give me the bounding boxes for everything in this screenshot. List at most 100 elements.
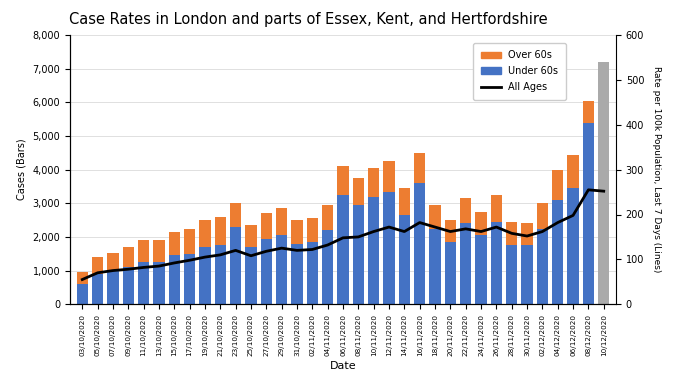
- All Ages: [201, 255, 209, 259]
- Bar: [92, 257, 104, 274]
- Bar: [582, 122, 594, 304]
- All Ages: [370, 229, 378, 234]
- All Ages: [430, 225, 439, 229]
- Bar: [398, 188, 410, 215]
- All Ages: [323, 243, 332, 247]
- Bar: [444, 220, 456, 242]
- All Ages: [216, 253, 225, 257]
- All Ages: [124, 267, 132, 271]
- All Ages: [277, 246, 286, 250]
- Bar: [307, 218, 318, 242]
- All Ages: [170, 261, 178, 265]
- Bar: [537, 203, 548, 229]
- Bar: [475, 212, 486, 235]
- Bar: [76, 272, 88, 284]
- All Ages: [599, 189, 608, 193]
- Bar: [522, 223, 533, 245]
- Bar: [506, 245, 517, 304]
- Bar: [598, 85, 610, 304]
- All Ages: [584, 188, 593, 192]
- Bar: [398, 215, 410, 304]
- Bar: [368, 197, 379, 304]
- Bar: [276, 208, 288, 235]
- All Ages: [446, 229, 454, 234]
- Bar: [322, 205, 333, 230]
- Text: Case Rates in London and parts of Essex, Kent, and Hertfordshire: Case Rates in London and parts of Essex,…: [69, 12, 547, 27]
- All Ages: [385, 225, 393, 229]
- Bar: [307, 242, 318, 304]
- Bar: [567, 154, 579, 188]
- Bar: [337, 195, 349, 304]
- All Ages: [508, 231, 516, 236]
- X-axis label: Date: Date: [330, 362, 356, 372]
- Bar: [138, 262, 149, 304]
- Bar: [491, 195, 502, 222]
- All Ages: [477, 229, 485, 234]
- Bar: [291, 244, 302, 304]
- All Ages: [308, 247, 316, 252]
- Bar: [230, 203, 242, 227]
- Bar: [567, 188, 579, 304]
- Bar: [245, 247, 257, 304]
- Bar: [460, 198, 471, 223]
- All Ages: [293, 248, 301, 253]
- All Ages: [232, 248, 240, 253]
- All Ages: [93, 271, 102, 275]
- All Ages: [155, 264, 163, 268]
- All Ages: [538, 229, 547, 234]
- Bar: [138, 240, 149, 262]
- Bar: [598, 62, 610, 85]
- Bar: [76, 284, 88, 304]
- Bar: [506, 222, 517, 245]
- Bar: [184, 229, 195, 254]
- Bar: [245, 225, 257, 247]
- Y-axis label: Rate per 100k Population, Last 7 Days (Lines): Rate per 100k Population, Last 7 Days (L…: [652, 66, 661, 273]
- Bar: [199, 247, 211, 304]
- Bar: [384, 161, 395, 191]
- All Ages: [339, 236, 347, 240]
- Bar: [475, 235, 486, 304]
- Bar: [107, 253, 119, 271]
- All Ages: [262, 249, 270, 254]
- Bar: [107, 271, 119, 304]
- Bar: [414, 153, 426, 183]
- All Ages: [400, 229, 409, 234]
- All Ages: [461, 227, 470, 231]
- Bar: [444, 242, 456, 304]
- Bar: [230, 227, 242, 304]
- All Ages: [139, 265, 148, 270]
- Bar: [169, 232, 180, 255]
- All Ages: [554, 220, 562, 225]
- Bar: [199, 220, 211, 247]
- All Ages: [523, 234, 531, 238]
- Bar: [291, 220, 302, 244]
- Bar: [153, 262, 164, 304]
- Bar: [414, 183, 426, 304]
- All Ages: [108, 268, 117, 273]
- Bar: [260, 213, 272, 239]
- Bar: [384, 191, 395, 304]
- Bar: [122, 267, 134, 304]
- Bar: [460, 223, 471, 304]
- Bar: [353, 205, 364, 304]
- Bar: [276, 235, 288, 304]
- Bar: [368, 168, 379, 197]
- Bar: [582, 101, 594, 122]
- Bar: [322, 230, 333, 304]
- Bar: [353, 178, 364, 205]
- All Ages: [354, 235, 363, 239]
- All Ages: [492, 225, 500, 229]
- Bar: [184, 254, 195, 304]
- All Ages: [186, 258, 194, 262]
- Bar: [153, 240, 164, 262]
- Bar: [552, 200, 564, 304]
- All Ages: [416, 220, 424, 225]
- Bar: [522, 245, 533, 304]
- Y-axis label: Cases (Bars): Cases (Bars): [17, 139, 27, 200]
- Line: All Ages: All Ages: [83, 190, 603, 280]
- Bar: [169, 255, 180, 304]
- Bar: [537, 229, 548, 304]
- Legend: Over 60s, Under 60s, All Ages: Over 60s, Under 60s, All Ages: [473, 43, 566, 100]
- Bar: [491, 222, 502, 304]
- Bar: [260, 239, 272, 304]
